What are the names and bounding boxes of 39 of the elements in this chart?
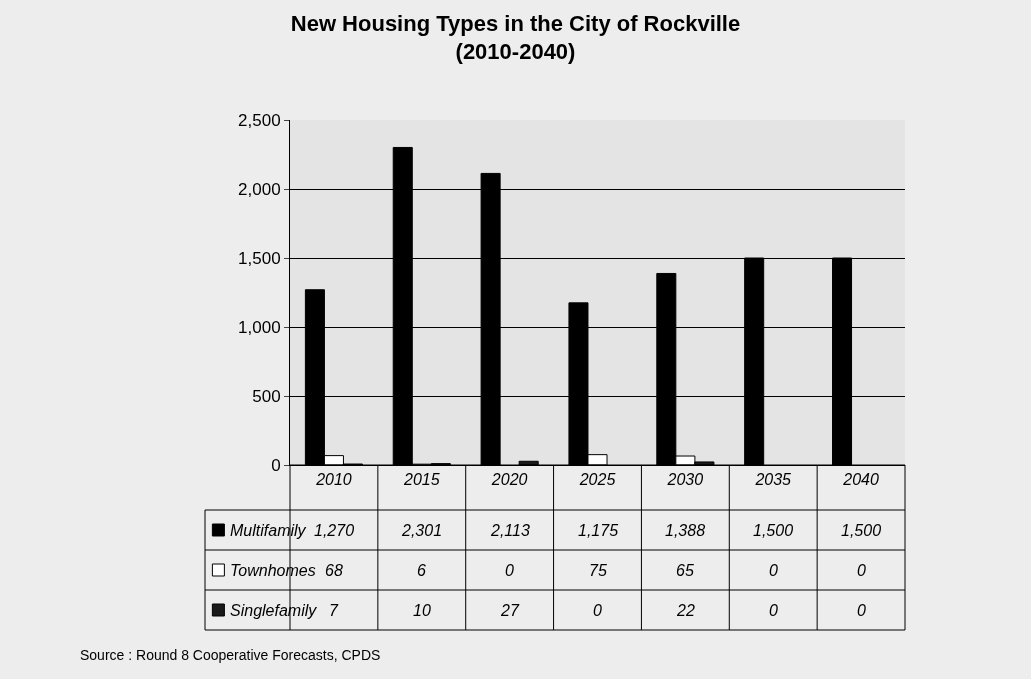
- y-tick-label: 0: [271, 455, 281, 475]
- data-label: 1,500: [753, 522, 794, 539]
- x-tick-label: 2010: [315, 471, 352, 489]
- y-tick-label: 500: [252, 386, 281, 406]
- legend-label: Townhomes: [230, 562, 316, 579]
- data-label: 0: [857, 562, 866, 579]
- data-label: 6: [417, 562, 426, 579]
- y-tick-label: 2,000: [238, 179, 281, 199]
- data-label: 0: [505, 562, 514, 579]
- data-label: 1,270: [314, 522, 355, 539]
- data-label: 68: [325, 562, 343, 579]
- data-label: 1,500: [841, 522, 882, 539]
- data-label: 65: [676, 562, 694, 579]
- data-label: 2,301: [401, 522, 443, 539]
- x-tick-label: 2025: [578, 471, 616, 489]
- data-label: 1,388: [665, 522, 706, 539]
- data-label: 0: [769, 602, 778, 619]
- data-label: 2,113: [490, 522, 530, 539]
- y-tick-label: 1,000: [238, 317, 281, 337]
- x-tick-label: 2035: [754, 471, 792, 489]
- x-tick-label: 2020: [490, 471, 528, 489]
- legend-label: Multifamily: [230, 522, 307, 539]
- chart-title: New Housing Types in the City of Rockville (2010-2040): [290, 10, 741, 65]
- data-label: 0: [857, 602, 866, 619]
- data-label: 27: [500, 602, 520, 619]
- data-label: 1,175: [578, 522, 619, 539]
- data-label: 75: [589, 562, 607, 579]
- data-label: 0: [593, 602, 602, 619]
- data-label: 10: [413, 602, 431, 619]
- data-label: 22: [676, 602, 695, 619]
- x-tick-label: 2030: [666, 471, 704, 489]
- y-tick-label: 2,500: [238, 110, 281, 130]
- x-tick-label: 2040: [842, 471, 879, 489]
- y-tick-label: 1,500: [238, 248, 281, 268]
- legend-label: Singlefamily: [230, 602, 318, 619]
- data-label: 0: [769, 562, 778, 579]
- data-label: 7: [329, 602, 339, 619]
- x-tick-label: 2015: [402, 471, 440, 489]
- source-note: Source : Round 8 Cooperative Forecasts, CPDS: [80, 647, 381, 663]
